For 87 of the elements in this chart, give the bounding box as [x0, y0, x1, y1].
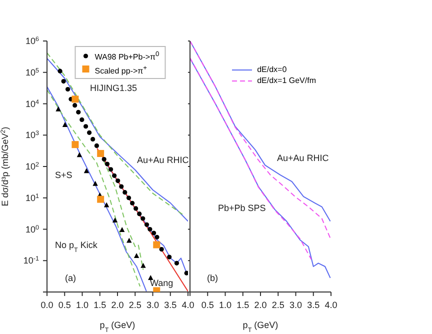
- point: [72, 103, 78, 108]
- annotation: Wang: [150, 278, 174, 288]
- x-tick-label: 3.5: [307, 300, 320, 310]
- y-tick-label: 10$^{0}$: [25, 224, 40, 234]
- point: [97, 196, 104, 203]
- point: [153, 241, 160, 248]
- point: [154, 234, 160, 240]
- x-tick-label: 1.0: [218, 300, 232, 310]
- x-tick-label: 4.0: [182, 300, 194, 310]
- annotation: Au+Au RHIC: [277, 153, 330, 163]
- line-series: [102, 158, 188, 274]
- annotation: HIJING1.35: [90, 83, 138, 93]
- point: [184, 270, 188, 276]
- x-tick-label: 0.5: [58, 300, 71, 310]
- point: [159, 246, 164, 252]
- point: [92, 180, 98, 186]
- point: [144, 222, 150, 227]
- point: [119, 226, 125, 232]
- point: [134, 206, 138, 211]
- point: [76, 152, 82, 158]
- point: [58, 68, 62, 74]
- point: [112, 218, 118, 223]
- point: [80, 117, 84, 122]
- y-tick-label: 10$^{6}$: [25, 36, 40, 46]
- point: [76, 110, 81, 114]
- annotation: (a): [65, 273, 76, 283]
- annotation: Pb+Pb SPS: [218, 203, 266, 213]
- annotation: (b): [207, 273, 218, 283]
- point: [72, 96, 79, 103]
- point: [122, 190, 128, 195]
- point: [108, 167, 114, 172]
- point: [97, 150, 104, 157]
- point: [87, 130, 92, 135]
- point: [104, 202, 110, 208]
- y-tick-label: 10$^{1}$: [25, 192, 40, 203]
- point: [148, 274, 154, 280]
- point: [137, 212, 142, 216]
- point: [140, 262, 146, 268]
- x-tick-label: 3.0: [146, 300, 160, 310]
- point: [116, 178, 120, 184]
- point: [94, 143, 100, 148]
- y-tick-label: 10$^{4}$: [25, 98, 40, 109]
- annotation: Au+Au RHIC: [137, 155, 190, 165]
- point: [119, 184, 124, 189]
- legend-label: Scaled pp->π$^{+}$: [94, 64, 148, 76]
- x-tick-label: 4.0: [324, 300, 338, 310]
- x-tick-label: 2.5: [128, 300, 142, 310]
- y-tick-label: 10$^{3}$: [25, 130, 40, 140]
- x-axis-title: p$_{T}$ (GeV): [242, 320, 278, 334]
- x-tick-label: 1.5: [94, 300, 106, 310]
- x-tick-label: 3.5: [164, 300, 177, 310]
- point: [84, 168, 90, 174]
- y-tick-label: 10$^{5}$: [25, 66, 40, 78]
- point: [152, 230, 156, 236]
- x-tick-label: 0.5: [201, 300, 214, 310]
- legend-label: WA98 Pb+Pb->π$^{0}$: [94, 50, 160, 63]
- y-tick-label: 10$^{-1}$: [23, 255, 40, 266]
- point: [130, 200, 135, 206]
- annotation: No p$_{T}$ Kick: [55, 240, 98, 254]
- x-tick-label: 2.0: [254, 300, 267, 310]
- annotation: S+S: [55, 170, 72, 180]
- x-tick-label: 1.0: [76, 300, 89, 310]
- point: [62, 122, 68, 128]
- point: [126, 196, 132, 200]
- legend-label: dE/dx=1 GeV/fm: [257, 75, 316, 86]
- point: [174, 260, 180, 266]
- point: [90, 136, 96, 142]
- point: [167, 254, 172, 260]
- point: [56, 106, 61, 112]
- x-tick-label: 2.0: [111, 300, 124, 310]
- x-axis-title: p$_{T}$ (GeV): [100, 320, 136, 334]
- point: [148, 226, 152, 232]
- point: [61, 78, 66, 84]
- point: [140, 216, 146, 221]
- point: [72, 141, 79, 148]
- point: [112, 173, 117, 178]
- point: [102, 156, 106, 162]
- y-tick-label: 10$^{2}$: [25, 161, 40, 172]
- legend-label: dE/dx=0: [257, 64, 287, 75]
- point: [104, 162, 110, 166]
- x-tick-label: 0.0: [40, 300, 54, 310]
- x-tick-label: 3.0: [289, 300, 302, 310]
- x-tick-label: 1.5: [236, 300, 250, 310]
- point: [134, 253, 140, 258]
- x-tick-label: 2.5: [272, 300, 284, 310]
- point: [83, 124, 88, 129]
- point: [66, 86, 70, 92]
